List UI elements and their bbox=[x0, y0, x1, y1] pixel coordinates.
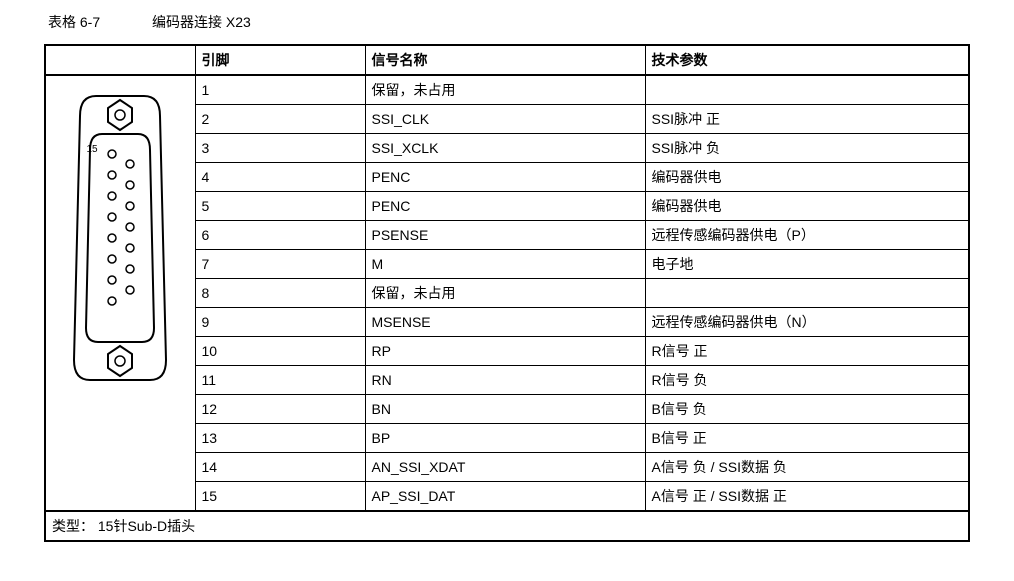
cell-signal: BN bbox=[365, 395, 645, 424]
cell-signal: 保留，未占用 bbox=[365, 279, 645, 308]
cell-pin: 2 bbox=[195, 105, 365, 134]
cell-tech: 远程传感编码器供电（N） bbox=[645, 308, 969, 337]
cell-pin: 1 bbox=[195, 75, 365, 105]
cell-tech: SSI脉冲 负 bbox=[645, 134, 969, 163]
cell-signal: M bbox=[365, 250, 645, 279]
caption-number: 表格 6-7 bbox=[48, 12, 100, 32]
cell-pin: 8 bbox=[195, 279, 365, 308]
cell-tech: 远程传感编码器供电（P） bbox=[645, 221, 969, 250]
svg-text:15: 15 bbox=[87, 144, 99, 155]
cell-pin: 14 bbox=[195, 453, 365, 482]
table-row: 151保留，未占用 bbox=[45, 75, 969, 105]
cell-signal: RP bbox=[365, 337, 645, 366]
cell-pin: 3 bbox=[195, 134, 365, 163]
cell-signal: BP bbox=[365, 424, 645, 453]
cell-signal: 保留，未占用 bbox=[365, 75, 645, 105]
cell-pin: 11 bbox=[195, 366, 365, 395]
cell-signal: AN_SSI_XDAT bbox=[365, 453, 645, 482]
table-caption: 表格 6-7 编码器连接 X23 bbox=[48, 12, 970, 32]
cell-tech: R信号 负 bbox=[645, 366, 969, 395]
table-footer: 类型： 15针Sub-D插头 bbox=[45, 511, 969, 541]
cell-pin: 6 bbox=[195, 221, 365, 250]
table-footer-row: 类型： 15针Sub-D插头 bbox=[45, 511, 969, 541]
cell-tech bbox=[645, 279, 969, 308]
cell-tech: R信号 正 bbox=[645, 337, 969, 366]
cell-tech: A信号 负 / SSI数据 负 bbox=[645, 453, 969, 482]
connector-image-cell: 15 bbox=[45, 75, 195, 511]
cell-tech: B信号 正 bbox=[645, 424, 969, 453]
cell-tech: SSI脉冲 正 bbox=[645, 105, 969, 134]
cell-signal: MSENSE bbox=[365, 308, 645, 337]
db15-connector-icon: 15 bbox=[72, 88, 168, 388]
cell-pin: 15 bbox=[195, 482, 365, 512]
cell-pin: 5 bbox=[195, 192, 365, 221]
caption-title: 编码器连接 X23 bbox=[152, 12, 251, 32]
cell-pin: 10 bbox=[195, 337, 365, 366]
cell-pin: 7 bbox=[195, 250, 365, 279]
cell-tech: 编码器供电 bbox=[645, 192, 969, 221]
cell-pin: 12 bbox=[195, 395, 365, 424]
cell-signal: PENC bbox=[365, 163, 645, 192]
cell-signal: PSENSE bbox=[365, 221, 645, 250]
table-header-row: 引脚 信号名称 技术参数 bbox=[45, 45, 969, 75]
header-signal: 信号名称 bbox=[365, 45, 645, 75]
cell-signal: AP_SSI_DAT bbox=[365, 482, 645, 512]
cell-signal: SSI_XCLK bbox=[365, 134, 645, 163]
cell-signal: PENC bbox=[365, 192, 645, 221]
cell-tech bbox=[645, 75, 969, 105]
cell-pin: 9 bbox=[195, 308, 365, 337]
cell-pin: 4 bbox=[195, 163, 365, 192]
cell-pin: 13 bbox=[195, 424, 365, 453]
cell-tech: B信号 负 bbox=[645, 395, 969, 424]
cell-tech: A信号 正 / SSI数据 正 bbox=[645, 482, 969, 512]
header-pin: 引脚 bbox=[195, 45, 365, 75]
header-blank bbox=[45, 45, 195, 75]
cell-tech: 编码器供电 bbox=[645, 163, 969, 192]
cell-tech: 电子地 bbox=[645, 250, 969, 279]
cell-signal: SSI_CLK bbox=[365, 105, 645, 134]
cell-signal: RN bbox=[365, 366, 645, 395]
header-tech: 技术参数 bbox=[645, 45, 969, 75]
encoder-pinout-table: 引脚 信号名称 技术参数 151保留，未占用2SSI_CLKSSI脉冲 正3SS… bbox=[44, 44, 970, 542]
